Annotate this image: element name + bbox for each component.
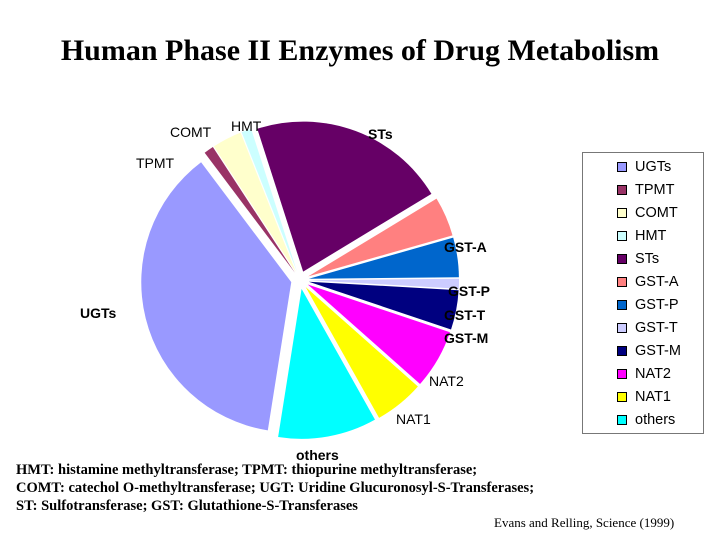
slice-label-sts: STs <box>368 126 393 142</box>
legend-item-gst-t: GST-T <box>583 318 678 338</box>
pie-slice-gst-a <box>308 198 453 277</box>
slice-label-gst-m: GST-M <box>444 330 488 346</box>
slice-label-hmt: HMT <box>231 118 262 134</box>
pie-slice-ugts <box>141 162 292 431</box>
legend-label: GST-P <box>635 297 679 313</box>
legend-label: TPMT <box>635 182 675 198</box>
pie-slice-sts <box>257 121 432 272</box>
legend-item-gst-a: GST-A <box>583 272 679 292</box>
legend-swatch <box>617 162 627 172</box>
legend-item-comt: COMT <box>583 203 678 223</box>
legend-label: others <box>635 412 676 428</box>
legend-swatch <box>617 323 627 333</box>
slice-label-nat1: NAT1 <box>396 411 431 427</box>
legend-item-gst-p: GST-P <box>583 295 679 315</box>
pie-slice-comt <box>213 132 296 273</box>
legend-label: HMT <box>635 228 667 244</box>
legend-label: STs <box>635 251 660 267</box>
footnote-line: HMT: histamine methyltransferase; TPMT: … <box>16 462 478 478</box>
legend-label: GST-A <box>635 274 679 290</box>
pie-slice-gst-p <box>308 237 459 279</box>
legend-label: UGTs <box>635 159 672 175</box>
legend-item-tpmt: TPMT <box>583 180 674 200</box>
legend-item-hmt: HMT <box>583 226 666 246</box>
legend-swatch <box>617 277 627 287</box>
legend-swatch <box>617 369 627 379</box>
slice-label-ugts: UGTs <box>80 305 117 321</box>
slice-label-nat2: NAT2 <box>429 373 464 389</box>
legend-label: COMT <box>635 205 678 221</box>
slice-label-tpmt: TPMT <box>136 155 175 171</box>
legend-swatch <box>617 185 627 195</box>
slice-label-gst-p: GST-P <box>448 283 490 299</box>
legend-item-nat1: NAT1 <box>583 387 671 407</box>
pie-slice-gst-t <box>308 278 459 289</box>
pie-slice-others <box>278 288 375 439</box>
legend-swatch <box>617 231 627 241</box>
legend-item-sts: STs <box>583 249 659 269</box>
legend-item-others: others <box>583 410 675 430</box>
legend-label: GST-M <box>635 343 681 359</box>
pie-slice-gst-m <box>308 281 459 330</box>
footnote-line: COMT: catechol O-methyltransferase; UGT:… <box>16 480 535 496</box>
pie-slice-nat2 <box>307 284 450 385</box>
pie-slice-nat1 <box>305 287 418 418</box>
pie-slice-hmt <box>241 128 297 272</box>
legend-label: NAT2 <box>635 366 671 382</box>
legend-swatch <box>617 300 627 310</box>
chart-legend: UGTs TPMT COMT HMT STs GST-A GST-P GST-T GST-M NA… <box>582 152 704 434</box>
slice-label-gst-a: GST-A <box>444 239 487 255</box>
legend-item-gst-m: GST-M <box>583 341 681 361</box>
legend-swatch <box>617 208 627 218</box>
legend-swatch <box>617 415 627 425</box>
legend-label: NAT1 <box>635 389 671 405</box>
slice-label-comt: COMT <box>170 124 212 140</box>
legend-swatch <box>617 254 627 264</box>
source-citation: Evans and Relling, Science (1999) <box>494 515 675 530</box>
legend-swatch <box>617 346 627 356</box>
legend-item-ugts: UGTs <box>583 157 671 177</box>
footnotes: HMT: histamine methyltransferase; TPMT: … <box>16 461 706 515</box>
footnote-line: ST: Sulfotransferase; GST: Glutathione-S… <box>16 498 358 514</box>
chart-title: Human Phase II Enzymes of Drug Metabolis… <box>60 34 660 67</box>
legend-label: GST-T <box>635 320 678 336</box>
pie-slice-tpmt <box>204 147 295 273</box>
legend-item-nat2: NAT2 <box>583 364 671 384</box>
slice-label-others: others <box>296 447 339 463</box>
legend-swatch <box>617 392 627 402</box>
slice-label-gst-t: GST-T <box>444 307 486 323</box>
